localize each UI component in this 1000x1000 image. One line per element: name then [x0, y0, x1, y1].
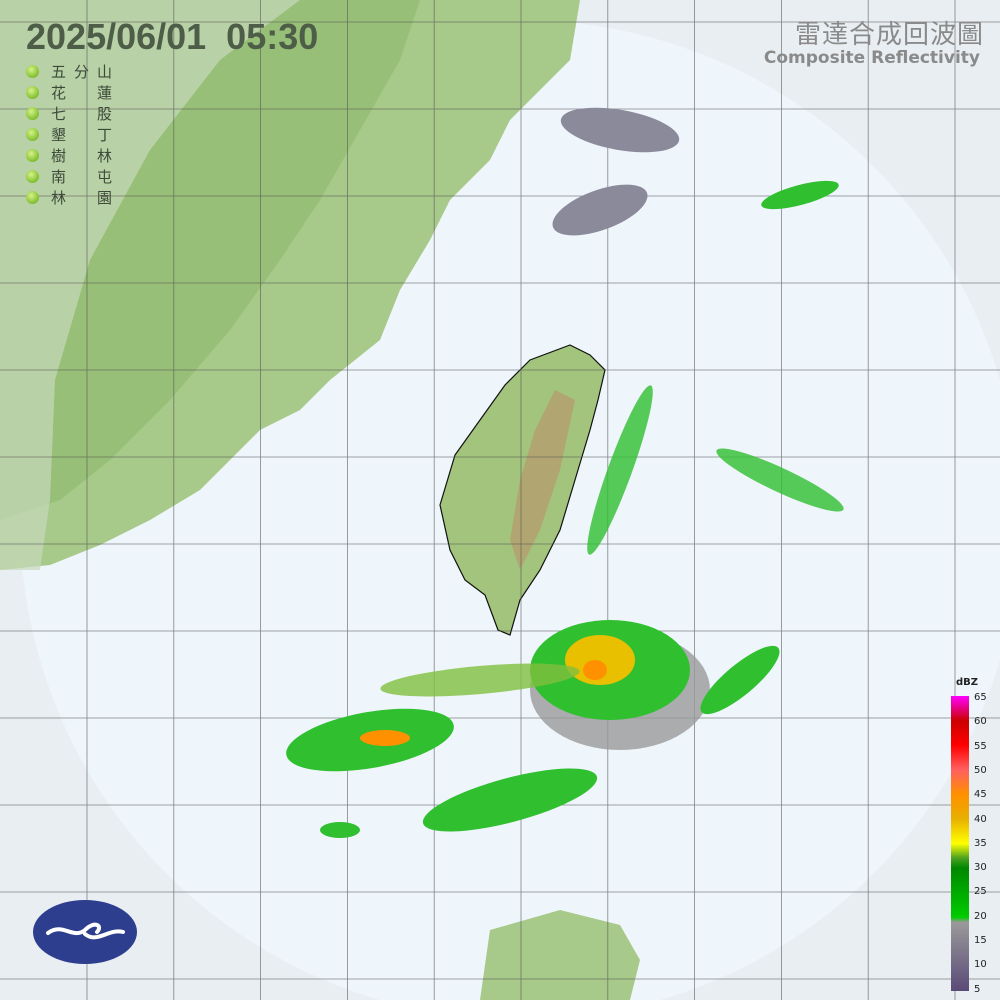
- station-name: 南屯: [51, 168, 144, 186]
- color-scale-tick: 10: [974, 959, 987, 971]
- station-item: 七股: [26, 103, 143, 124]
- color-scale-tick: 30: [974, 862, 987, 874]
- station-item: 樹林: [26, 145, 143, 166]
- station-name: 五分山: [51, 63, 121, 81]
- color-scale-tick: 20: [974, 910, 987, 922]
- station-status-icon: [26, 65, 39, 78]
- color-scale-tick: 40: [974, 813, 987, 825]
- station-status-icon: [26, 107, 39, 120]
- station-name: 墾丁: [51, 126, 144, 144]
- color-scale-bar: [951, 696, 969, 991]
- station-name: 林園: [51, 189, 144, 207]
- radar-echoes: [286, 107, 844, 838]
- map-title-english: Composite Reflectivity: [763, 48, 980, 68]
- color-scale-tick: 45: [974, 789, 987, 801]
- color-scale-tick: 5: [974, 983, 981, 995]
- land-china-outside-coverage: [0, 0, 300, 570]
- color-scale-tick: 50: [974, 764, 987, 776]
- station-status-icon: [26, 149, 39, 162]
- station-status-icon: [26, 170, 39, 183]
- cwa-logo-icon: [46, 922, 125, 940]
- taiwan-mountains: [510, 390, 575, 570]
- color-scale-tick: 25: [974, 886, 987, 898]
- station-status-icon: [26, 191, 39, 204]
- station-status-icon: [26, 128, 39, 141]
- station-name: 樹林: [51, 147, 144, 165]
- station-item: 林園: [26, 187, 143, 208]
- map-title-chinese: 雷達合成回波圖: [794, 20, 984, 50]
- color-scale-tick: 60: [974, 716, 987, 728]
- color-scale-unit: dBZ: [956, 677, 979, 688]
- station-item: 南屯: [26, 166, 143, 187]
- station-name: 七股: [51, 105, 144, 123]
- cwa-logo: [33, 900, 137, 964]
- color-scale-tick: 65: [974, 692, 987, 703]
- station-status-icon: [26, 86, 39, 99]
- station-name: 花蓮: [51, 84, 144, 102]
- color-scale-tick: 35: [974, 837, 987, 849]
- color-scale-tick: 15: [974, 935, 987, 946]
- station-item: 墾丁: [26, 124, 143, 145]
- timestamp: 2025/06/01 05:30: [26, 16, 319, 57]
- color-scale-tick: 55: [974, 740, 987, 752]
- station-item: 五分山: [26, 61, 143, 82]
- station-item: 花蓮: [26, 82, 143, 103]
- station-list: 五分山花蓮七股墾丁樹林南屯林園: [26, 61, 143, 208]
- land-philippines: [480, 910, 640, 1000]
